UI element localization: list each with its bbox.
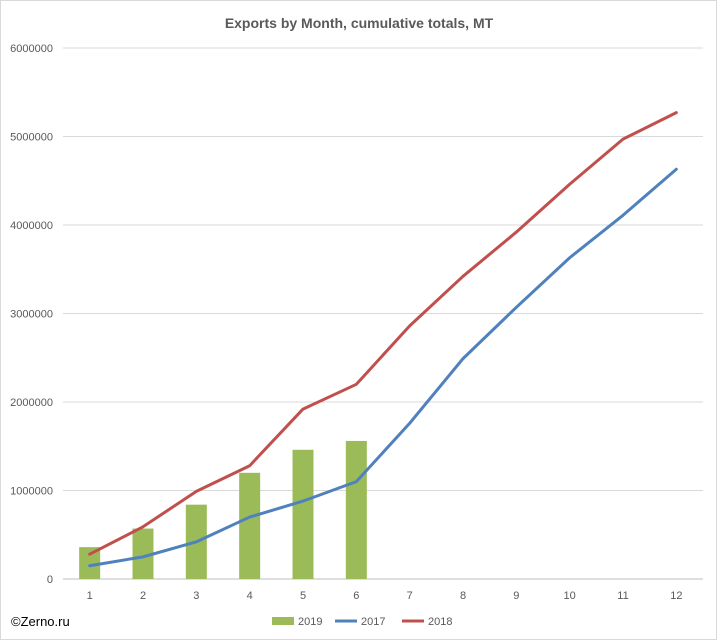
chart-title: Exports by Month, cumulative totals, MT — [225, 15, 494, 31]
x-tick-label: 5 — [300, 590, 306, 602]
y-tick-label: 4000000 — [10, 220, 53, 232]
x-tick-label: 9 — [513, 590, 519, 602]
x-tick-label: 11 — [617, 590, 628, 602]
x-tick-label: 10 — [564, 590, 576, 602]
bar-2019-4 — [239, 472, 261, 579]
bar-series — [79, 440, 367, 579]
y-tick-label: 3000000 — [10, 309, 53, 321]
bar-2019-5 — [292, 449, 314, 579]
x-tick-label: 6 — [353, 590, 359, 602]
bar-2019-6 — [345, 440, 367, 579]
x-tick-label: 2 — [140, 590, 146, 602]
line-2018 — [88, 111, 678, 556]
y-tick-label: 1000000 — [10, 486, 53, 498]
bar-2019-1 — [79, 547, 101, 579]
x-tick-label: 1 — [87, 590, 93, 602]
y-tick-label: 5000000 — [10, 132, 53, 144]
gridlines — [63, 47, 703, 580]
line-series — [88, 111, 678, 568]
x-tick-label: 12 — [670, 590, 682, 602]
x-axis-ticks: 1 2 3 4 5 6 7 8 9 10 11 12 — [87, 590, 683, 602]
x-tick-label: 8 — [460, 590, 466, 602]
x-tick-label: 4 — [247, 590, 253, 602]
legend-label-2017: 2017 — [361, 616, 385, 628]
x-tick-label: 3 — [193, 590, 199, 602]
x-tick-label: 7 — [407, 590, 413, 602]
legend: 2019 2017 2018 — [272, 616, 452, 628]
legend-label-2018: 2018 — [428, 616, 452, 628]
legend-swatch-2019 — [272, 617, 294, 625]
y-axis-ticks: 0 1000000 2000000 3000000 4000000 5000000 6000… — [10, 43, 53, 586]
line-2017 — [88, 167, 678, 568]
bar-2019-2 — [132, 528, 154, 579]
y-tick-label: 2000000 — [10, 397, 53, 409]
legend-label-2019: 2019 — [298, 616, 322, 628]
credit-text: ©Zerno.ru — [11, 614, 70, 629]
y-tick-label: 0 — [47, 574, 53, 586]
y-tick-label: 6000000 — [10, 43, 53, 55]
